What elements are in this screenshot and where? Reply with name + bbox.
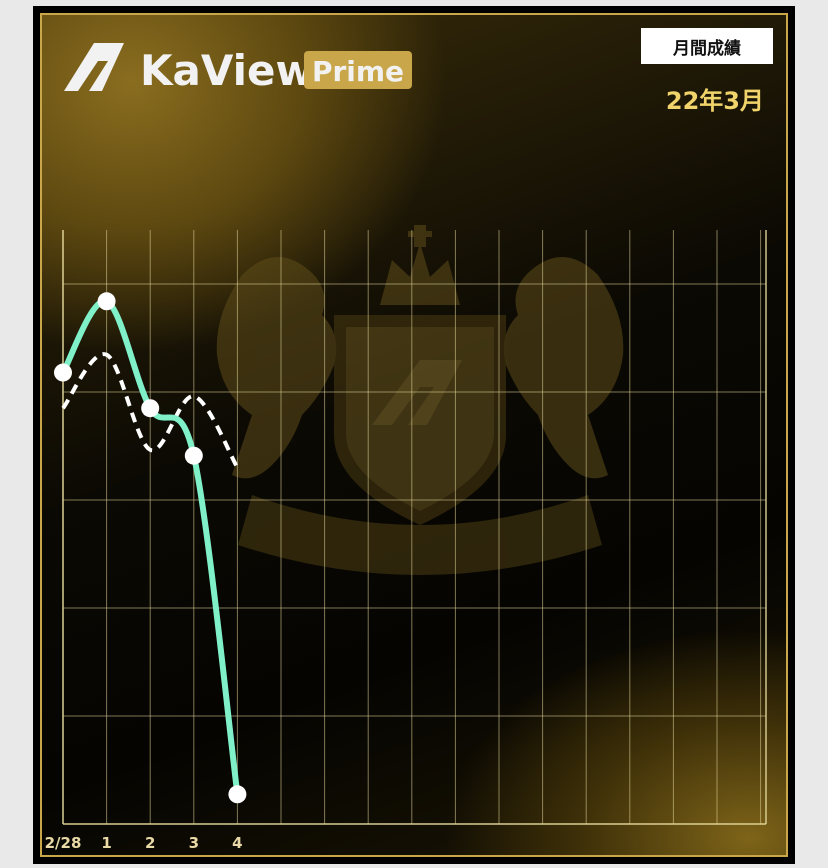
brand-name: KaView — [140, 46, 314, 95]
series-dashed-line — [61, 352, 240, 469]
series-solid-point — [97, 292, 116, 311]
x-tick-label: 4 — [232, 834, 242, 852]
chart-series — [54, 292, 247, 804]
chart-grid — [62, 230, 767, 825]
chart-panel: KaView Prime 2/28 1 2 3 4 月間成績 22年3月 — [40, 13, 788, 857]
series-solid-point — [141, 399, 160, 418]
chart-frame: KaView Prime 2/28 1 2 3 4 月間成績 22年3月 — [33, 6, 795, 864]
kaview-logo: KaView Prime — [64, 43, 412, 95]
chart-canvas: KaView Prime 2/28 1 2 3 4 — [45, 43, 767, 852]
x-tick-label: 1 — [101, 834, 111, 852]
logo-mark-icon — [64, 43, 124, 91]
crest-watermark-icon — [216, 225, 624, 575]
monthly-results-badge: 月間成績 — [641, 28, 773, 64]
x-tick-label: 2 — [145, 834, 155, 852]
series-solid-point — [228, 785, 247, 804]
x-tick-label: 3 — [189, 834, 199, 852]
brand-badge: Prime — [312, 55, 404, 88]
series-solid-point — [54, 363, 72, 382]
brand-badge-bg — [304, 51, 412, 89]
x-axis-ticks: 2/28 1 2 3 4 — [45, 834, 243, 852]
x-tick-label: 2/28 — [45, 834, 82, 852]
series-solid-point — [184, 446, 203, 465]
period-label: 22年3月 — [665, 87, 764, 115]
